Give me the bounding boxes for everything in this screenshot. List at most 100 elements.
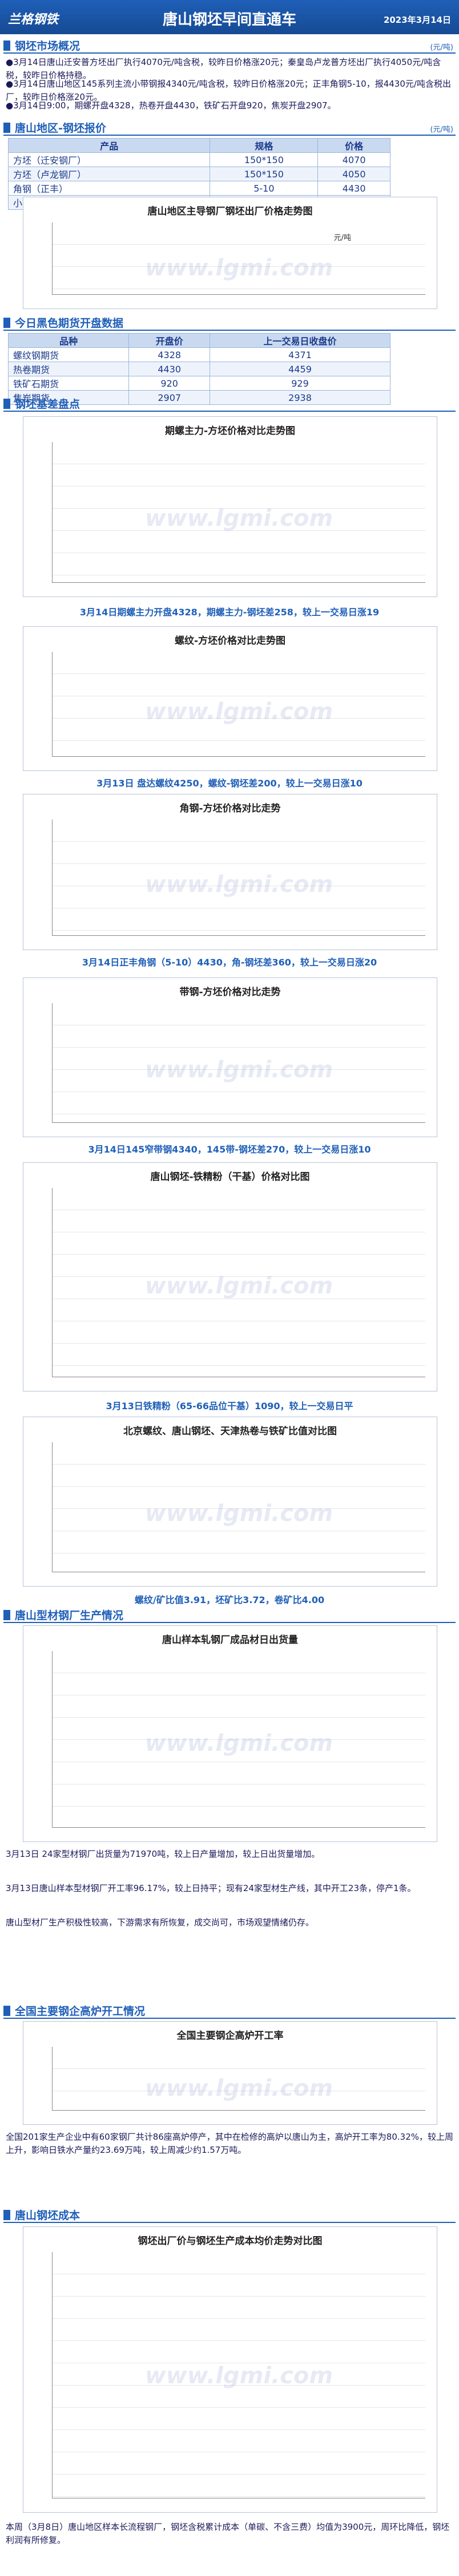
column-header: 规格	[210, 138, 319, 153]
table-cell: 4371	[210, 347, 390, 362]
caption: 螺纹/矿比值3.91，坯矿比3.72，卷矿比4.00	[134, 1595, 325, 1605]
heading-text: 钢坯市场概况	[15, 40, 80, 52]
logo: 兰格钢铁	[8, 13, 59, 27]
watermark: www.lgmi.com	[144, 505, 333, 532]
watermark: www.lgmi.com	[144, 699, 333, 725]
chart-image: 北京螺纹、唐山钢坯、天津热卷与铁矿比值对比图 www.lgmi.com	[23, 1417, 437, 1587]
bullet: ●3月14日唐山地区145系列主流小带钢报4340元/吨含税，较昨日价格涨20元…	[6, 79, 451, 102]
section-heading: 唐山地区-钢坯报价	[3, 120, 456, 136]
chart-title: 北京螺纹、唐山钢坯、天津热卷与铁矿比值对比图	[123, 1426, 337, 1437]
heading-marker	[3, 122, 10, 133]
table-row: 热卷期货 4430 4459	[7, 362, 390, 376]
watermark: www.lgmi.com	[144, 1730, 333, 1757]
table-cell: 方坯（迁安钢厂）	[7, 152, 211, 167]
caption: 3月13日 盘达螺纹4250，螺纹-钢坯差200，较上一交易日涨10	[96, 778, 363, 789]
legend: 元/吨	[333, 234, 351, 242]
chart-image: 角钢-方坯价格对比走势 www.lgmi.com	[23, 794, 437, 950]
heading-text: 全国主要钢企高炉开工情况	[15, 2005, 146, 2018]
table-cell: 角钢（正丰）	[7, 181, 211, 196]
chart-title: 唐山地区主导钢厂钢坯出厂价格走势图	[147, 206, 313, 217]
heading-text: 唐山型材钢厂生产情况	[15, 1609, 124, 1622]
table-cell: 929	[210, 376, 390, 391]
watermark: www.lgmi.com	[144, 1500, 333, 1527]
section-heading: 唐山钢坯成本	[3, 2207, 456, 2223]
caption: 3月14日145窄带钢4340，145带-钢坯差270，较上一交易日涨10	[88, 1144, 371, 1155]
table-row: 角钢（正丰） 5-10 4430	[7, 181, 390, 196]
watermark: www.lgmi.com	[144, 254, 333, 281]
table-cell: 焦炭期货	[7, 390, 130, 405]
section-heading: 钢坯市场概况	[3, 38, 456, 54]
heading-text: 唐山钢坯成本	[15, 2209, 80, 2222]
date: 2023年3月14日	[383, 15, 451, 25]
plot-area: www.lgmi.com	[52, 2047, 425, 2111]
chart-title: 唐山钢坯-铁精粉（干基）价格对比图	[150, 1171, 310, 1183]
table-cell: 920	[128, 376, 211, 391]
chart-title: 唐山样本轧钢厂成品材日出货量	[162, 1634, 298, 1646]
table-cell: 2938	[210, 390, 390, 405]
heading-text: 唐山地区-钢坯报价	[15, 122, 106, 135]
unit: (元/吨)	[430, 125, 453, 134]
table-row: 方坯（迁安钢厂） 150*150 4070	[7, 152, 390, 167]
paragraph: 全国201家生产企业中有60家钢厂共计86座高炉停产，其中在检修的高炉以唐山为主…	[6, 2132, 454, 2155]
heading-marker	[3, 398, 10, 409]
heading-marker	[3, 317, 10, 328]
plot-area: www.lgmi.com	[52, 1188, 425, 1377]
table-cell: 热卷期货	[7, 362, 130, 376]
watermark: www.lgmi.com	[144, 2362, 333, 2389]
data-table: 品种 开盘价 上一交易日收盘价 螺纹钢期货 4328 4371 热卷期货 4430 4459 铁矿…	[7, 333, 390, 405]
table-cell: 螺纹钢期货	[7, 347, 130, 362]
watermark: www.lgmi.com	[144, 1272, 333, 1299]
table-cell: 150*150	[210, 152, 319, 167]
table-cell: 150*150	[210, 167, 319, 181]
chart-image: 螺纹-方坯价格对比走势图 www.lgmi.com	[23, 626, 437, 771]
watermark: www.lgmi.com	[144, 1057, 333, 1084]
chart-title: 全国主要钢企高炉开工率	[176, 2030, 284, 2042]
column-header: 品种	[7, 333, 130, 348]
chart-image: 带钢-方坯价格对比走势 www.lgmi.com	[23, 977, 437, 1137]
plot-area: www.lgmi.com	[52, 442, 425, 583]
unit: (元/吨)	[430, 43, 453, 52]
chart-image: 期螺主力-方坯价格对比走势图 www.lgmi.com	[23, 416, 437, 597]
table-header: 产品 规格 价格	[7, 138, 390, 153]
paragraph: 本周（3月8日）唐山地区样本长流程钢厂，钢坯含税累计成本（单碳、不含三费）均值为…	[6, 2522, 450, 2545]
page-title: 唐山钢坯早间直通车	[162, 11, 296, 29]
plot-area: www.lgmi.com	[52, 820, 425, 936]
heading-marker	[3, 2209, 10, 2220]
section-heading: 钢坯基差盘点	[3, 396, 456, 412]
heading-marker	[3, 2005, 10, 2016]
chart-title: 钢坯出厂价与钢坯生产成本均价走势对比图	[138, 2236, 323, 2247]
bullet: ●3月14日9:00，期螺开盘4328，热卷开盘4430，铁矿石开盘920，焦炭…	[6, 100, 336, 111]
caption: 3月13日铁精粉（65-66品位干基）1090，较上一交易日平	[106, 1401, 353, 1411]
chart-title: 角钢-方坯价格对比走势	[179, 803, 281, 814]
watermark: www.lgmi.com	[144, 871, 333, 898]
table-header: 品种 开盘价 上一交易日收盘价	[7, 333, 390, 348]
plot-area: www.lgmi.com	[52, 2252, 425, 2498]
table-cell: 4430	[128, 362, 211, 376]
table-cell: 4050	[317, 167, 390, 181]
bullet: ●3月14日唐山迁安普方坯出厂执行4070元/吨含税，较昨日价格涨20元；秦皇岛…	[6, 57, 441, 80]
table-row: 方坯（卢龙钢厂） 150*150 4050	[7, 167, 390, 181]
table-cell: 4430	[317, 181, 390, 196]
table-row: 焦炭期货 2907 2938	[7, 390, 390, 405]
table-cell: 4328	[128, 347, 211, 362]
chart-image: 全国主要钢企高炉开工率 www.lgmi.com	[23, 2021, 437, 2125]
heading-text: 钢坯基差盘点	[15, 398, 80, 411]
heading-text: 今日黑色期货开盘数据	[15, 317, 124, 330]
table-cell: 方坯（卢龙钢厂）	[7, 167, 211, 181]
chart-image: 唐山样本轧钢厂成品材日出货量 www.lgmi.com	[23, 1625, 437, 1842]
paragraph: 3月13日 24家型材钢厂出货量为71970吨，较上日产量增加，较上日出货量增加…	[6, 1849, 320, 1859]
watermark: www.lgmi.com	[144, 2075, 333, 2102]
chart-image: 唐山钢坯-铁精粉（干基）价格对比图 www.lgmi.com	[23, 1162, 437, 1392]
chart-title: 带钢-方坯价格对比走势	[179, 987, 281, 998]
chart-image: 钢坯出厂价与钢坯生产成本均价走势对比图 www.lgmi.com	[23, 2226, 437, 2513]
heading-marker	[3, 40, 10, 51]
plot-area: www.lgmi.com	[52, 1003, 425, 1123]
section-heading: 唐山型材钢厂生产情况	[3, 1607, 456, 1623]
section-heading: 今日黑色期货开盘数据	[3, 315, 456, 331]
header: 兰格钢铁 唐山钢坯早间直通车 2023年3月14日	[0, 0, 459, 34]
column-header: 上一交易日收盘价	[210, 333, 390, 348]
plot-area: www.lgmi.com	[52, 1651, 425, 1828]
section-heading: 全国主要钢企高炉开工情况	[3, 2003, 456, 2019]
caption: 3月14日正丰角钢（5-10）4430，角-钢坯差360，较上一交易日涨20	[82, 957, 377, 968]
